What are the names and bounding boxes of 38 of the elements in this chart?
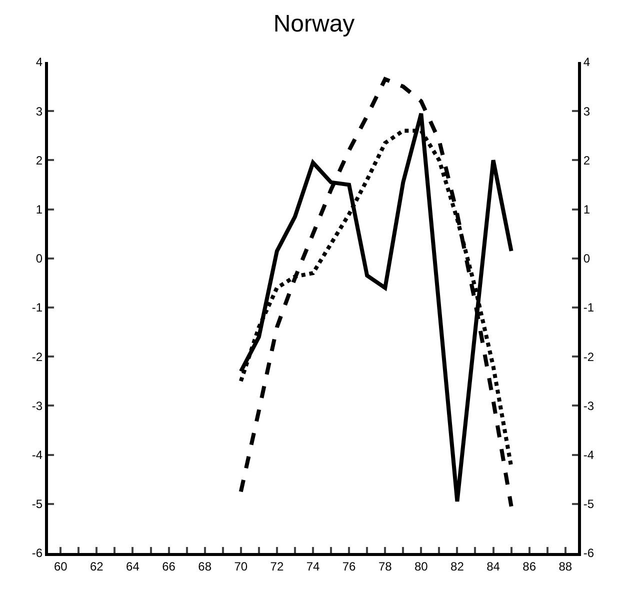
y-tick-label: 2 (36, 153, 43, 168)
x-tick-label: 70 (234, 559, 248, 574)
x-tick-label: 62 (90, 559, 104, 574)
x-tick-label: 68 (198, 559, 212, 574)
y2-tick-label: -4 (583, 448, 594, 462)
y2-tick-label: -5 (583, 497, 594, 512)
y-tick-label: 4 (36, 55, 43, 70)
x-tick-label: 84 (486, 559, 500, 574)
y-tick-label: -1 (32, 300, 43, 315)
x-tick-label: 80 (414, 559, 428, 574)
y-tick-label: -3 (32, 398, 43, 413)
y2-tick-label: 0 (583, 252, 590, 266)
x-tick-label: 60 (54, 559, 68, 574)
y-tick-label: 0 (36, 252, 43, 266)
y2-tick-label: 1 (583, 202, 590, 216)
y-tick-label: 3 (36, 104, 43, 118)
chart-title: Norway (273, 10, 355, 38)
y2-tick-label: 4 (583, 55, 590, 70)
x-tick-label: 82 (450, 559, 464, 574)
y-tick-label: -2 (32, 350, 43, 364)
y2-tick-label: 2 (583, 153, 590, 168)
y2-tick-label: 3 (583, 104, 590, 118)
y-tick-label: -6 (32, 546, 43, 560)
y2-tick-label: -6 (583, 546, 594, 560)
y-tick-label: -4 (32, 448, 43, 462)
x-tick-label: 78 (378, 559, 392, 574)
x-tick-label: 74 (306, 559, 320, 574)
y2-tick-label: -3 (583, 398, 594, 413)
y2-tick-label: -1 (583, 300, 594, 315)
x-tick-label: 64 (126, 559, 140, 574)
x-tick-label: 76 (342, 559, 356, 574)
x-tick-label: 88 (558, 559, 572, 574)
y2-tick-label: -2 (583, 350, 594, 364)
x-tick-label: 86 (522, 559, 536, 574)
x-tick-label: 72 (270, 559, 284, 574)
y-tick-label: -5 (32, 497, 43, 512)
x-tick-label: 66 (162, 559, 176, 574)
y-tick-label: 1 (36, 202, 43, 216)
